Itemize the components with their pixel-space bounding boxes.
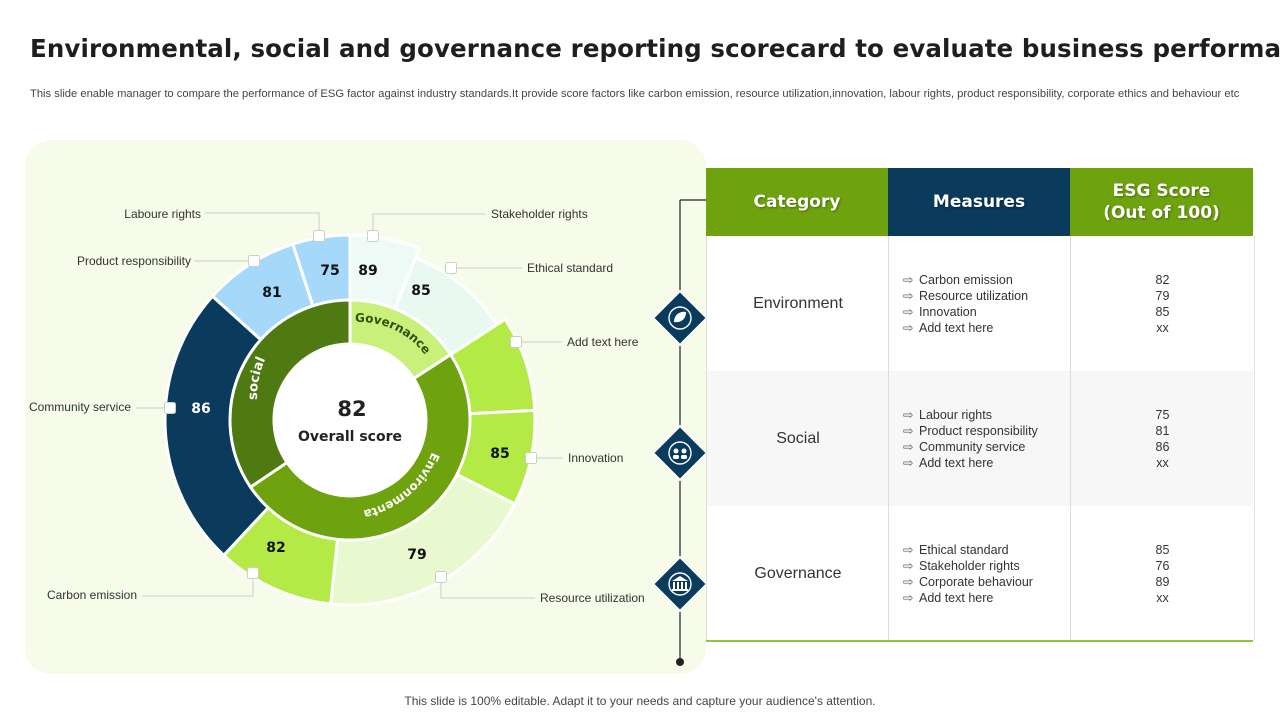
footer-note: This slide is 100% editable. Adapt it to… — [404, 694, 876, 708]
arrow-icon: ⇨ — [903, 542, 914, 557]
segment-value: 89 — [358, 263, 377, 279]
measure-item: ⇨ Community service — [903, 439, 1026, 454]
measures-cell: ⇨ Carbon emission ⇨ Resource utilization ⇨ In… — [888, 236, 1070, 371]
connector-marker — [435, 571, 447, 583]
measure-item: ⇨ Product responsibility — [903, 423, 1038, 438]
page-title: Environmental, social and governance rep… — [30, 34, 1280, 63]
segment-value: 82 — [266, 540, 285, 556]
segment-value: 79 — [407, 547, 426, 563]
segment-label: Add text here — [567, 335, 639, 349]
connector-marker — [164, 402, 176, 414]
score-value: 75 — [1155, 407, 1170, 422]
connector-marker — [367, 230, 379, 242]
segment-label: Stakeholder rights — [491, 207, 588, 221]
header-esg-score: ESG Score (Out of 100) — [1070, 168, 1253, 236]
segment-label: Ethical standard — [527, 261, 613, 275]
page-subtitle: This slide enable manager to compare the… — [30, 88, 1240, 100]
bank-icon — [651, 555, 709, 613]
segment-label: Community service — [29, 400, 131, 414]
arrow-icon: ⇨ — [903, 455, 914, 470]
overall-score-value: 82 — [337, 397, 366, 421]
measure-item: ⇨ Stakeholder rights — [903, 558, 1020, 573]
score-value: 76 — [1155, 558, 1170, 573]
score-value: 79 — [1155, 288, 1170, 303]
table-row: Social ⇨ Labour rights ⇨ Product responsibil… — [706, 371, 1255, 507]
score-cell: 82 79 85 xx — [1070, 236, 1255, 371]
table-row: Environment ⇨ Carbon emission ⇨ Resource uti… — [706, 236, 1255, 372]
measure-item: ⇨ Labour rights — [903, 407, 992, 422]
connector-marker — [525, 452, 537, 464]
segment-label: Laboure rights — [124, 207, 201, 221]
segment-label: Resource utilization — [540, 591, 645, 605]
center-disc — [274, 344, 426, 496]
arrow-icon: ⇨ — [903, 558, 914, 573]
header-category: Category — [706, 168, 888, 236]
score-value: 82 — [1155, 272, 1170, 287]
measure-item: ⇨ Add text here — [903, 590, 994, 605]
score-value: 86 — [1155, 439, 1170, 454]
arrow-icon: ⇨ — [903, 407, 914, 422]
category-cell: Environment — [706, 236, 889, 371]
connector-line — [372, 213, 486, 236]
arrow-icon: ⇨ — [903, 320, 914, 335]
connector-marker — [445, 262, 457, 274]
arrow-icon: ⇨ — [903, 439, 914, 454]
score-value: 85 — [1155, 304, 1170, 319]
score-value: xx — [1156, 590, 1169, 605]
score-value: 85 — [1155, 542, 1170, 557]
segment-value: 86 — [191, 401, 210, 417]
people-icon — [651, 424, 709, 482]
measure-item: ⇨ Carbon emission — [903, 272, 1013, 287]
segment-label: Product responsibility — [77, 254, 191, 268]
arrow-icon: ⇨ — [903, 574, 914, 589]
score-cell: 85 76 89 xx — [1070, 506, 1255, 641]
measure-item: ⇨ Ethical standard — [903, 542, 1009, 557]
score-value: xx — [1156, 320, 1169, 335]
measures-cell: ⇨ Ethical standard ⇨ Stakeholder rights ⇨ Cor… — [888, 506, 1070, 641]
score-value: 81 — [1155, 423, 1170, 438]
category-cell: Social — [706, 371, 889, 506]
measure-item: ⇨ Corporate behaviour — [903, 574, 1033, 589]
score-value: xx — [1156, 455, 1169, 470]
segment-label: Innovation — [568, 451, 623, 465]
segment-value: 85 — [411, 283, 430, 299]
segment-value: 75 — [320, 263, 339, 279]
measure-item: ⇨ Add text here — [903, 455, 994, 470]
measure-item: ⇨ Add text here — [903, 320, 994, 335]
connector-marker — [248, 255, 260, 267]
arrow-icon: ⇨ — [903, 304, 914, 319]
score-value: 89 — [1155, 574, 1170, 589]
connector-line — [440, 577, 535, 599]
esg-table: Category Measures ESG Score (Out of 100)… — [706, 168, 1255, 642]
table-bottom-accent — [706, 640, 1253, 642]
table-row: Governance ⇨ Ethical standard ⇨ Stakeholder … — [706, 506, 1255, 642]
arrow-icon: ⇨ — [903, 423, 914, 438]
category-cell: Governance — [706, 506, 889, 641]
measure-item: ⇨ Resource utilization — [903, 288, 1029, 303]
connector-line — [142, 573, 254, 597]
segment-value: 81 — [262, 285, 281, 301]
connector-line — [205, 212, 320, 236]
measures-cell: ⇨ Labour rights ⇨ Product responsibility ⇨ Co… — [888, 371, 1070, 506]
connector-marker — [247, 567, 259, 579]
connector-marker — [313, 230, 325, 242]
arrow-icon: ⇨ — [903, 288, 914, 303]
arrow-icon: ⇨ — [903, 272, 914, 287]
measure-item: ⇨ Innovation — [903, 304, 977, 319]
header-measures: Measures — [888, 168, 1070, 236]
arrow-icon: ⇨ — [903, 590, 914, 605]
connector-marker — [510, 336, 522, 348]
segment-label: Carbon emission — [47, 588, 137, 602]
leaf-icon — [651, 289, 709, 347]
segment-value: 85 — [490, 446, 509, 462]
score-cell: 75 81 86 xx — [1070, 371, 1255, 506]
overall-score-label: Overall score — [298, 429, 402, 445]
